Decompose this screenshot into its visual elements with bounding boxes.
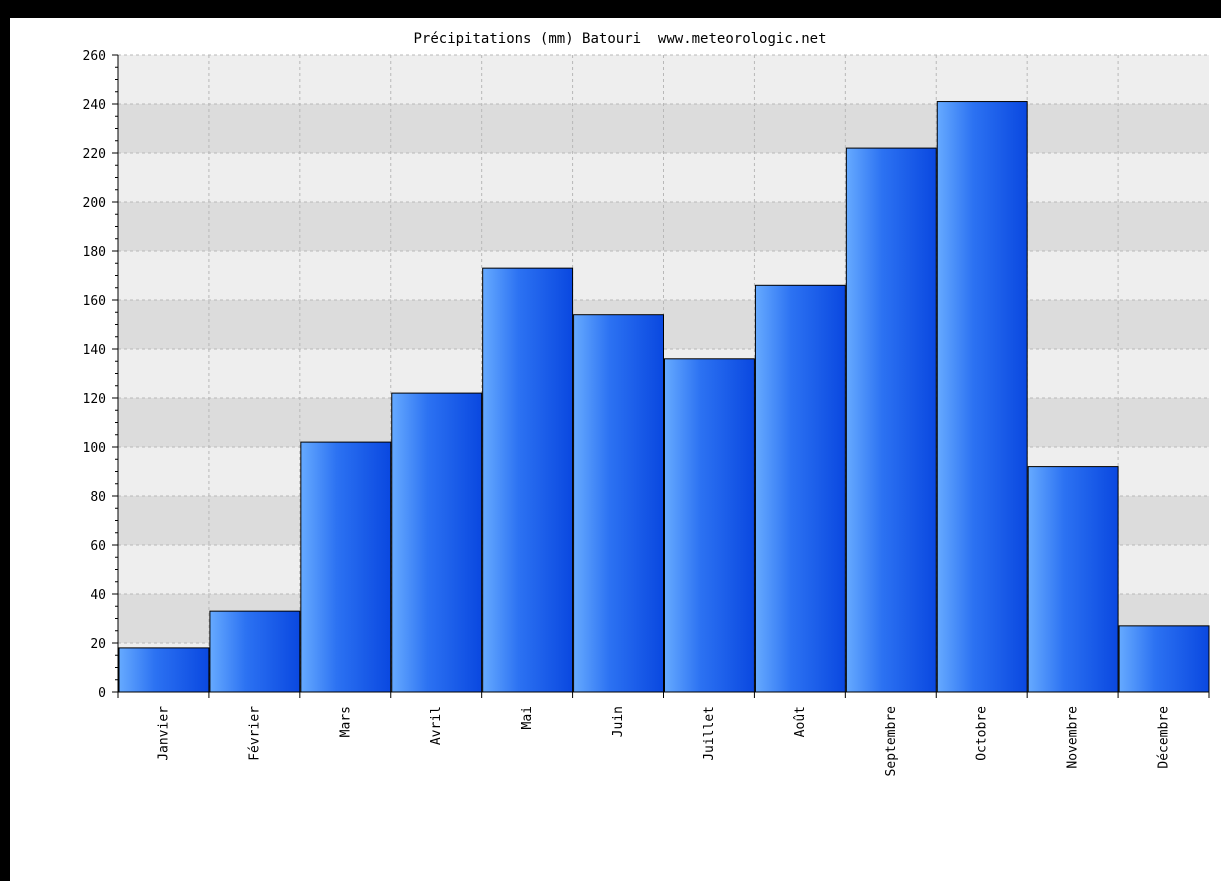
y-tick-label: 120 [83, 392, 106, 407]
y-tick-label: 20 [90, 637, 106, 652]
y-tick-label: 40 [90, 588, 106, 603]
bar-chart: 0 20 40 60 80 100 120 140 160 180 200 220 240 260 Jan… [83, 31, 1210, 777]
bar-juin [573, 314, 664, 693]
x-tick-label: Août [793, 706, 808, 737]
bar-mai [482, 267, 574, 693]
bar-décembre [1118, 625, 1210, 693]
background-band [118, 251, 1209, 300]
y-tick-label: 220 [83, 147, 106, 162]
y-tick-label: 80 [90, 490, 106, 505]
y-tick-label: 260 [83, 49, 106, 64]
bar-juillet [664, 358, 755, 693]
x-tick-labels: Janvier Février Mars Avril Mai Juin Juillet Aoû… [156, 706, 1171, 777]
y-tick-label: 0 [98, 686, 106, 701]
bars [118, 101, 1210, 693]
axes [112, 54, 1210, 698]
bar-octobre [936, 101, 1028, 693]
bar-avril [391, 392, 483, 693]
x-tick-label: Octobre [975, 706, 990, 761]
x-tick-label: Mai [520, 706, 535, 729]
bar-mars [300, 441, 392, 693]
x-tick-label: Avril [429, 706, 444, 745]
x-tick-label: Juillet [702, 706, 717, 761]
y-tick-label: 140 [83, 343, 106, 358]
bar-août [754, 284, 846, 693]
x-tick-label: Septembre [884, 706, 899, 777]
x-tick-label: Février [247, 706, 262, 761]
y-tick-labels: 0 20 40 60 80 100 120 140 160 180 200 220 240 260 [83, 49, 106, 701]
x-tick-label: Juin [611, 706, 626, 737]
chart-panel: 0 20 40 60 80 100 120 140 160 180 200 220 240 260 Jan… [10, 18, 1221, 881]
y-tick-label: 100 [83, 441, 106, 456]
bar-septembre [845, 147, 937, 693]
bar-novembre [1027, 466, 1119, 693]
x-tick-label: Novembre [1066, 706, 1081, 769]
y-tick-label: 60 [90, 539, 106, 554]
bar-janvier [118, 647, 210, 693]
chart-title: Précipitations (mm) Batouri www.meteorol… [413, 31, 826, 47]
y-tick-label: 160 [83, 294, 106, 309]
x-tick-label: Décembre [1157, 706, 1172, 769]
y-tick-label: 180 [83, 245, 106, 260]
bar-février [209, 610, 301, 693]
x-tick-label: Mars [338, 706, 353, 737]
y-tick-label: 240 [83, 98, 106, 113]
x-tick-label: Janvier [156, 706, 171, 761]
y-tick-label: 200 [83, 196, 106, 211]
